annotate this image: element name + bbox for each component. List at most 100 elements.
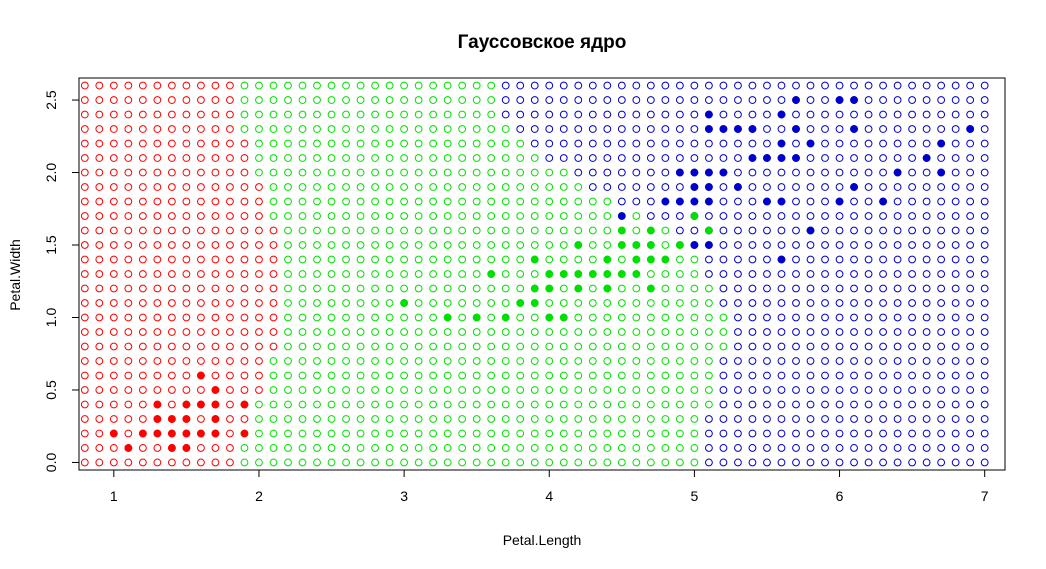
grid-point-versicolor [385, 429, 394, 438]
grid-point-versicolor [545, 168, 554, 177]
grid-point-virginica [806, 125, 815, 133]
grid-point-virginica [966, 313, 975, 322]
grid-point-versicolor [617, 429, 626, 438]
grid-point-virginica [835, 212, 844, 220]
grid-point-virginica [806, 81, 815, 90]
grid-point-versicolor [342, 197, 350, 206]
data-point-virginica [792, 154, 800, 162]
grid-point-virginica [980, 284, 989, 293]
grid-point-setosa [124, 96, 133, 104]
grid-point-virginica [821, 110, 829, 119]
grid-point-versicolor [705, 371, 713, 380]
data-point-virginica [850, 183, 858, 191]
grid-point-versicolor [284, 429, 292, 438]
grid-point-versicolor [313, 168, 321, 177]
grid-point-versicolor [472, 458, 481, 467]
grid-point-versicolor [327, 415, 336, 423]
grid-point-virginica [908, 183, 917, 191]
grid-point-versicolor [559, 183, 568, 191]
grid-point-versicolor [516, 183, 525, 191]
grid-point-virginica [893, 386, 902, 394]
grid-point-setosa [138, 371, 147, 380]
grid-point-virginica [763, 125, 771, 133]
grid-point-virginica [966, 110, 975, 119]
grid-point-virginica [922, 444, 931, 452]
grid-point-virginica [879, 444, 887, 452]
grid-point-setosa [226, 415, 234, 423]
data-point-versicolor [545, 284, 554, 293]
grid-point-setosa [109, 415, 118, 423]
data-point-virginica [850, 96, 858, 104]
grid-point-versicolor [530, 415, 539, 423]
grid-point-versicolor [327, 154, 336, 162]
grid-point-versicolor [327, 313, 336, 322]
data-point-setosa [182, 400, 191, 409]
data-point-setosa [167, 429, 176, 438]
grid-point-versicolor [371, 81, 379, 90]
grid-point-virginica [763, 270, 771, 278]
grid-point-versicolor [632, 226, 641, 235]
grid-point-virginica [516, 125, 525, 133]
grid-point-versicolor [327, 400, 336, 409]
grid-point-versicolor [530, 270, 539, 278]
grid-point-setosa [255, 299, 263, 307]
grid-point-setosa [153, 96, 162, 104]
grid-point-setosa [167, 96, 176, 104]
grid-point-versicolor [472, 299, 481, 307]
grid-point-setosa [197, 357, 205, 365]
grid-point-versicolor [269, 139, 278, 148]
grid-point-versicolor [385, 400, 394, 409]
grid-point-setosa [211, 154, 220, 162]
data-point-setosa [211, 400, 220, 409]
grid-point-versicolor [516, 270, 525, 278]
grid-point-virginica [951, 400, 960, 409]
grid-point-versicolor [516, 357, 525, 365]
grid-point-versicolor [313, 400, 321, 409]
grid-point-virginica [777, 212, 786, 220]
grid-point-versicolor [559, 212, 568, 220]
grid-point-versicolor [574, 212, 583, 220]
grid-point-setosa [153, 139, 162, 148]
grid-point-versicolor [400, 255, 409, 264]
grid-point-virginica [777, 357, 786, 365]
data-point-versicolor [632, 241, 641, 249]
grid-point-setosa [197, 458, 205, 467]
grid-point-versicolor [356, 270, 365, 278]
grid-point-setosa [182, 342, 191, 351]
grid-point-setosa [80, 371, 89, 380]
grid-point-versicolor [458, 357, 467, 365]
grid-point-virginica [864, 255, 873, 264]
grid-point-virginica [908, 342, 917, 351]
grid-point-setosa [182, 81, 191, 90]
grid-point-versicolor [530, 183, 539, 191]
grid-point-virginica [879, 154, 887, 162]
grid-point-versicolor [675, 357, 684, 365]
grid-point-versicolor [487, 197, 496, 206]
grid-point-virginica [835, 458, 844, 467]
grid-point-virginica [719, 357, 728, 365]
grid-point-virginica [821, 270, 829, 278]
grid-point-virginica [922, 400, 931, 409]
grid-point-versicolor [385, 415, 394, 423]
grid-point-versicolor [516, 241, 525, 249]
grid-point-versicolor [342, 96, 350, 104]
data-point-virginica [675, 197, 684, 206]
data-point-virginica [748, 154, 757, 162]
grid-point-setosa [197, 154, 205, 162]
grid-point-setosa [226, 342, 234, 351]
grid-point-virginica [792, 270, 800, 278]
grid-point-virginica [748, 226, 757, 235]
grid-point-setosa [269, 241, 278, 249]
grid-point-versicolor [458, 299, 467, 307]
grid-point-virginica [879, 212, 887, 220]
grid-point-virginica [734, 444, 742, 452]
grid-point-setosa [153, 125, 162, 133]
grid-point-versicolor [269, 183, 278, 191]
grid-point-versicolor [646, 342, 655, 351]
grid-point-virginica [893, 226, 902, 235]
grid-point-virginica [850, 328, 858, 336]
grid-point-versicolor [472, 110, 481, 119]
grid-point-virginica [980, 400, 989, 409]
grid-point-versicolor [400, 400, 409, 409]
